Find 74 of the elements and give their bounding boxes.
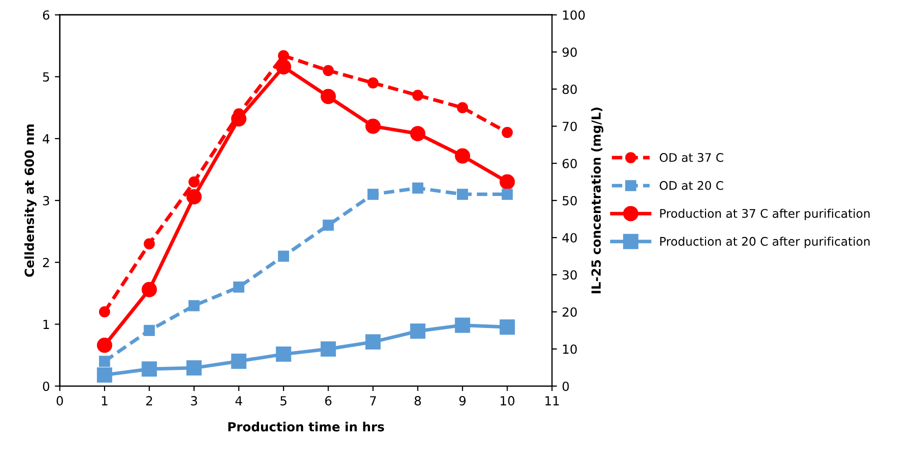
legend-label: OD at 37 C xyxy=(660,153,724,162)
y-tick-label: 4 xyxy=(42,134,50,144)
y2-tick-label: 0 xyxy=(562,382,569,392)
x-tick-label: 8 xyxy=(414,396,421,406)
y2-tick-label: 100 xyxy=(563,10,585,20)
y2-tick-label: 40 xyxy=(562,233,577,243)
point xyxy=(142,282,157,298)
x-axis-title: Production time in hrs xyxy=(228,422,384,432)
x-tick-label: 5 xyxy=(280,396,286,406)
point xyxy=(367,77,379,88)
point xyxy=(186,189,202,204)
legend-label: OD at 20 C xyxy=(660,180,724,190)
point xyxy=(500,174,515,190)
point xyxy=(98,306,110,318)
point xyxy=(412,182,424,194)
x-tick-label: 10 xyxy=(500,396,514,406)
point xyxy=(365,118,381,134)
point xyxy=(188,300,200,312)
point xyxy=(278,50,290,62)
point xyxy=(456,102,468,114)
y2-tick-label: 50 xyxy=(562,196,577,206)
point xyxy=(410,126,426,142)
x-tick-label: 0 xyxy=(56,396,63,406)
point xyxy=(410,324,426,339)
x-tick-label: 3 xyxy=(191,396,198,406)
point xyxy=(98,356,110,367)
x-tick-label: 6 xyxy=(325,396,332,406)
y2-tick-label: 10 xyxy=(563,344,577,354)
y-tick-label: 3 xyxy=(43,196,50,206)
y2-tick-label: 30 xyxy=(562,270,577,280)
point xyxy=(231,354,246,369)
x-tick-label: 11 xyxy=(545,396,559,406)
point xyxy=(320,88,336,104)
y-tick-label: 6 xyxy=(43,10,50,20)
y2-tick-label: 70 xyxy=(562,122,577,132)
y-tick-label: 2 xyxy=(43,258,49,268)
point xyxy=(322,64,334,76)
legend-label: Production at 20 C after purification xyxy=(660,236,870,248)
x-tick-label: 1 xyxy=(102,396,108,406)
point xyxy=(365,334,381,350)
x-tick-label: 2 xyxy=(146,396,152,406)
point xyxy=(96,367,112,383)
point xyxy=(412,90,424,101)
point xyxy=(144,324,155,336)
x-tick-label: 4 xyxy=(235,396,242,406)
y-tick-label: 0 xyxy=(42,382,50,392)
y2-tick-label: 20 xyxy=(562,307,577,317)
point xyxy=(322,220,334,231)
y2-tick-label: 80 xyxy=(562,84,577,94)
point xyxy=(456,188,468,200)
point xyxy=(367,188,379,200)
point xyxy=(188,176,200,188)
point xyxy=(144,238,155,250)
y-tick-label: 5 xyxy=(43,72,49,82)
y2-tick-label: 60 xyxy=(562,158,577,168)
point xyxy=(96,338,112,353)
point xyxy=(278,250,290,262)
y-axis-title: Celldensity at 600 nm xyxy=(24,124,37,277)
y2-axis-title: IL-25 concentration (mg/L) xyxy=(591,108,604,294)
point xyxy=(454,148,470,164)
point xyxy=(502,188,513,200)
x-tick-label: 7 xyxy=(370,396,376,406)
point xyxy=(233,282,244,293)
point xyxy=(276,346,292,362)
point xyxy=(454,318,470,333)
point xyxy=(142,361,157,377)
point xyxy=(500,319,515,335)
point xyxy=(320,341,336,357)
point xyxy=(502,126,513,138)
legend-label: Production at 37 C after purification xyxy=(660,208,870,220)
y-tick-label: 1 xyxy=(44,320,49,329)
point xyxy=(186,360,202,376)
y2-tick-label: 90 xyxy=(562,47,577,57)
x-tick-label: 9 xyxy=(459,396,466,406)
